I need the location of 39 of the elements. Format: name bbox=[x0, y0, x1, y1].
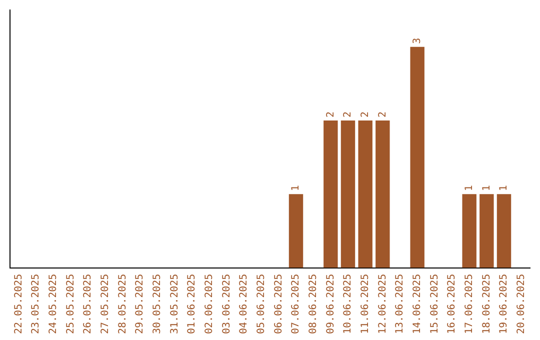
x-tick-label: 30.05.2025 bbox=[152, 274, 163, 334]
data-label: 2 bbox=[360, 111, 371, 118]
x-tick-label: 17.06.2025 bbox=[464, 274, 475, 334]
x-tick-label: 16.06.2025 bbox=[446, 274, 458, 334]
x-tick-label: 11.06.2025 bbox=[360, 274, 371, 334]
x-tick-label: 03.06.2025 bbox=[221, 274, 232, 334]
x-tick-label: 12.06.2025 bbox=[377, 274, 388, 334]
data-label: 2 bbox=[377, 111, 388, 118]
x-tick-label: 04.06.2025 bbox=[238, 274, 250, 334]
x-tick-label: 26.05.2025 bbox=[82, 274, 94, 334]
x-tick-label: 23.05.2025 bbox=[30, 274, 42, 334]
x-tick-label: 20.06.2025 bbox=[516, 274, 527, 334]
data-label: 1 bbox=[464, 185, 475, 192]
x-tick-label: 08.06.2025 bbox=[308, 274, 319, 334]
data-label: 2 bbox=[342, 111, 354, 118]
x-tick-label: 14.06.2025 bbox=[412, 274, 423, 334]
x-tick-label: 22.05.2025 bbox=[13, 274, 24, 334]
data-label: 1 bbox=[498, 185, 510, 192]
x-tick-label: 29.05.2025 bbox=[134, 274, 146, 334]
x-tick-label: 18.06.2025 bbox=[481, 274, 492, 334]
data-label: 1 bbox=[481, 185, 492, 192]
x-tick-label: 02.06.2025 bbox=[204, 274, 215, 334]
data-label: 2 bbox=[325, 111, 336, 118]
x-tick-label: 05.06.2025 bbox=[256, 274, 267, 334]
x-tick-label: 13.06.2025 bbox=[394, 274, 406, 334]
x-tick-label: 27.05.2025 bbox=[100, 274, 111, 334]
x-tick-label: 09.06.2025 bbox=[325, 274, 336, 334]
x-tick-label: 10.06.2025 bbox=[342, 274, 354, 334]
x-tick-label: 24.05.2025 bbox=[48, 274, 59, 334]
x-tick-label: 07.06.2025 bbox=[290, 274, 302, 334]
x-tick-label: 28.05.2025 bbox=[117, 274, 128, 334]
x-tick-label: 19.06.2025 bbox=[498, 274, 510, 334]
x-tick-label: 31.05.2025 bbox=[169, 274, 180, 334]
data-label: 3 bbox=[412, 38, 423, 44]
x-tick-label: 25.05.2025 bbox=[65, 274, 76, 334]
x-tick-label: 15.06.2025 bbox=[429, 274, 440, 334]
x-tick-label: 01.06.2025 bbox=[186, 274, 198, 334]
x-tick-label: 06.06.2025 bbox=[273, 274, 284, 334]
data-label: 1 bbox=[290, 185, 302, 192]
